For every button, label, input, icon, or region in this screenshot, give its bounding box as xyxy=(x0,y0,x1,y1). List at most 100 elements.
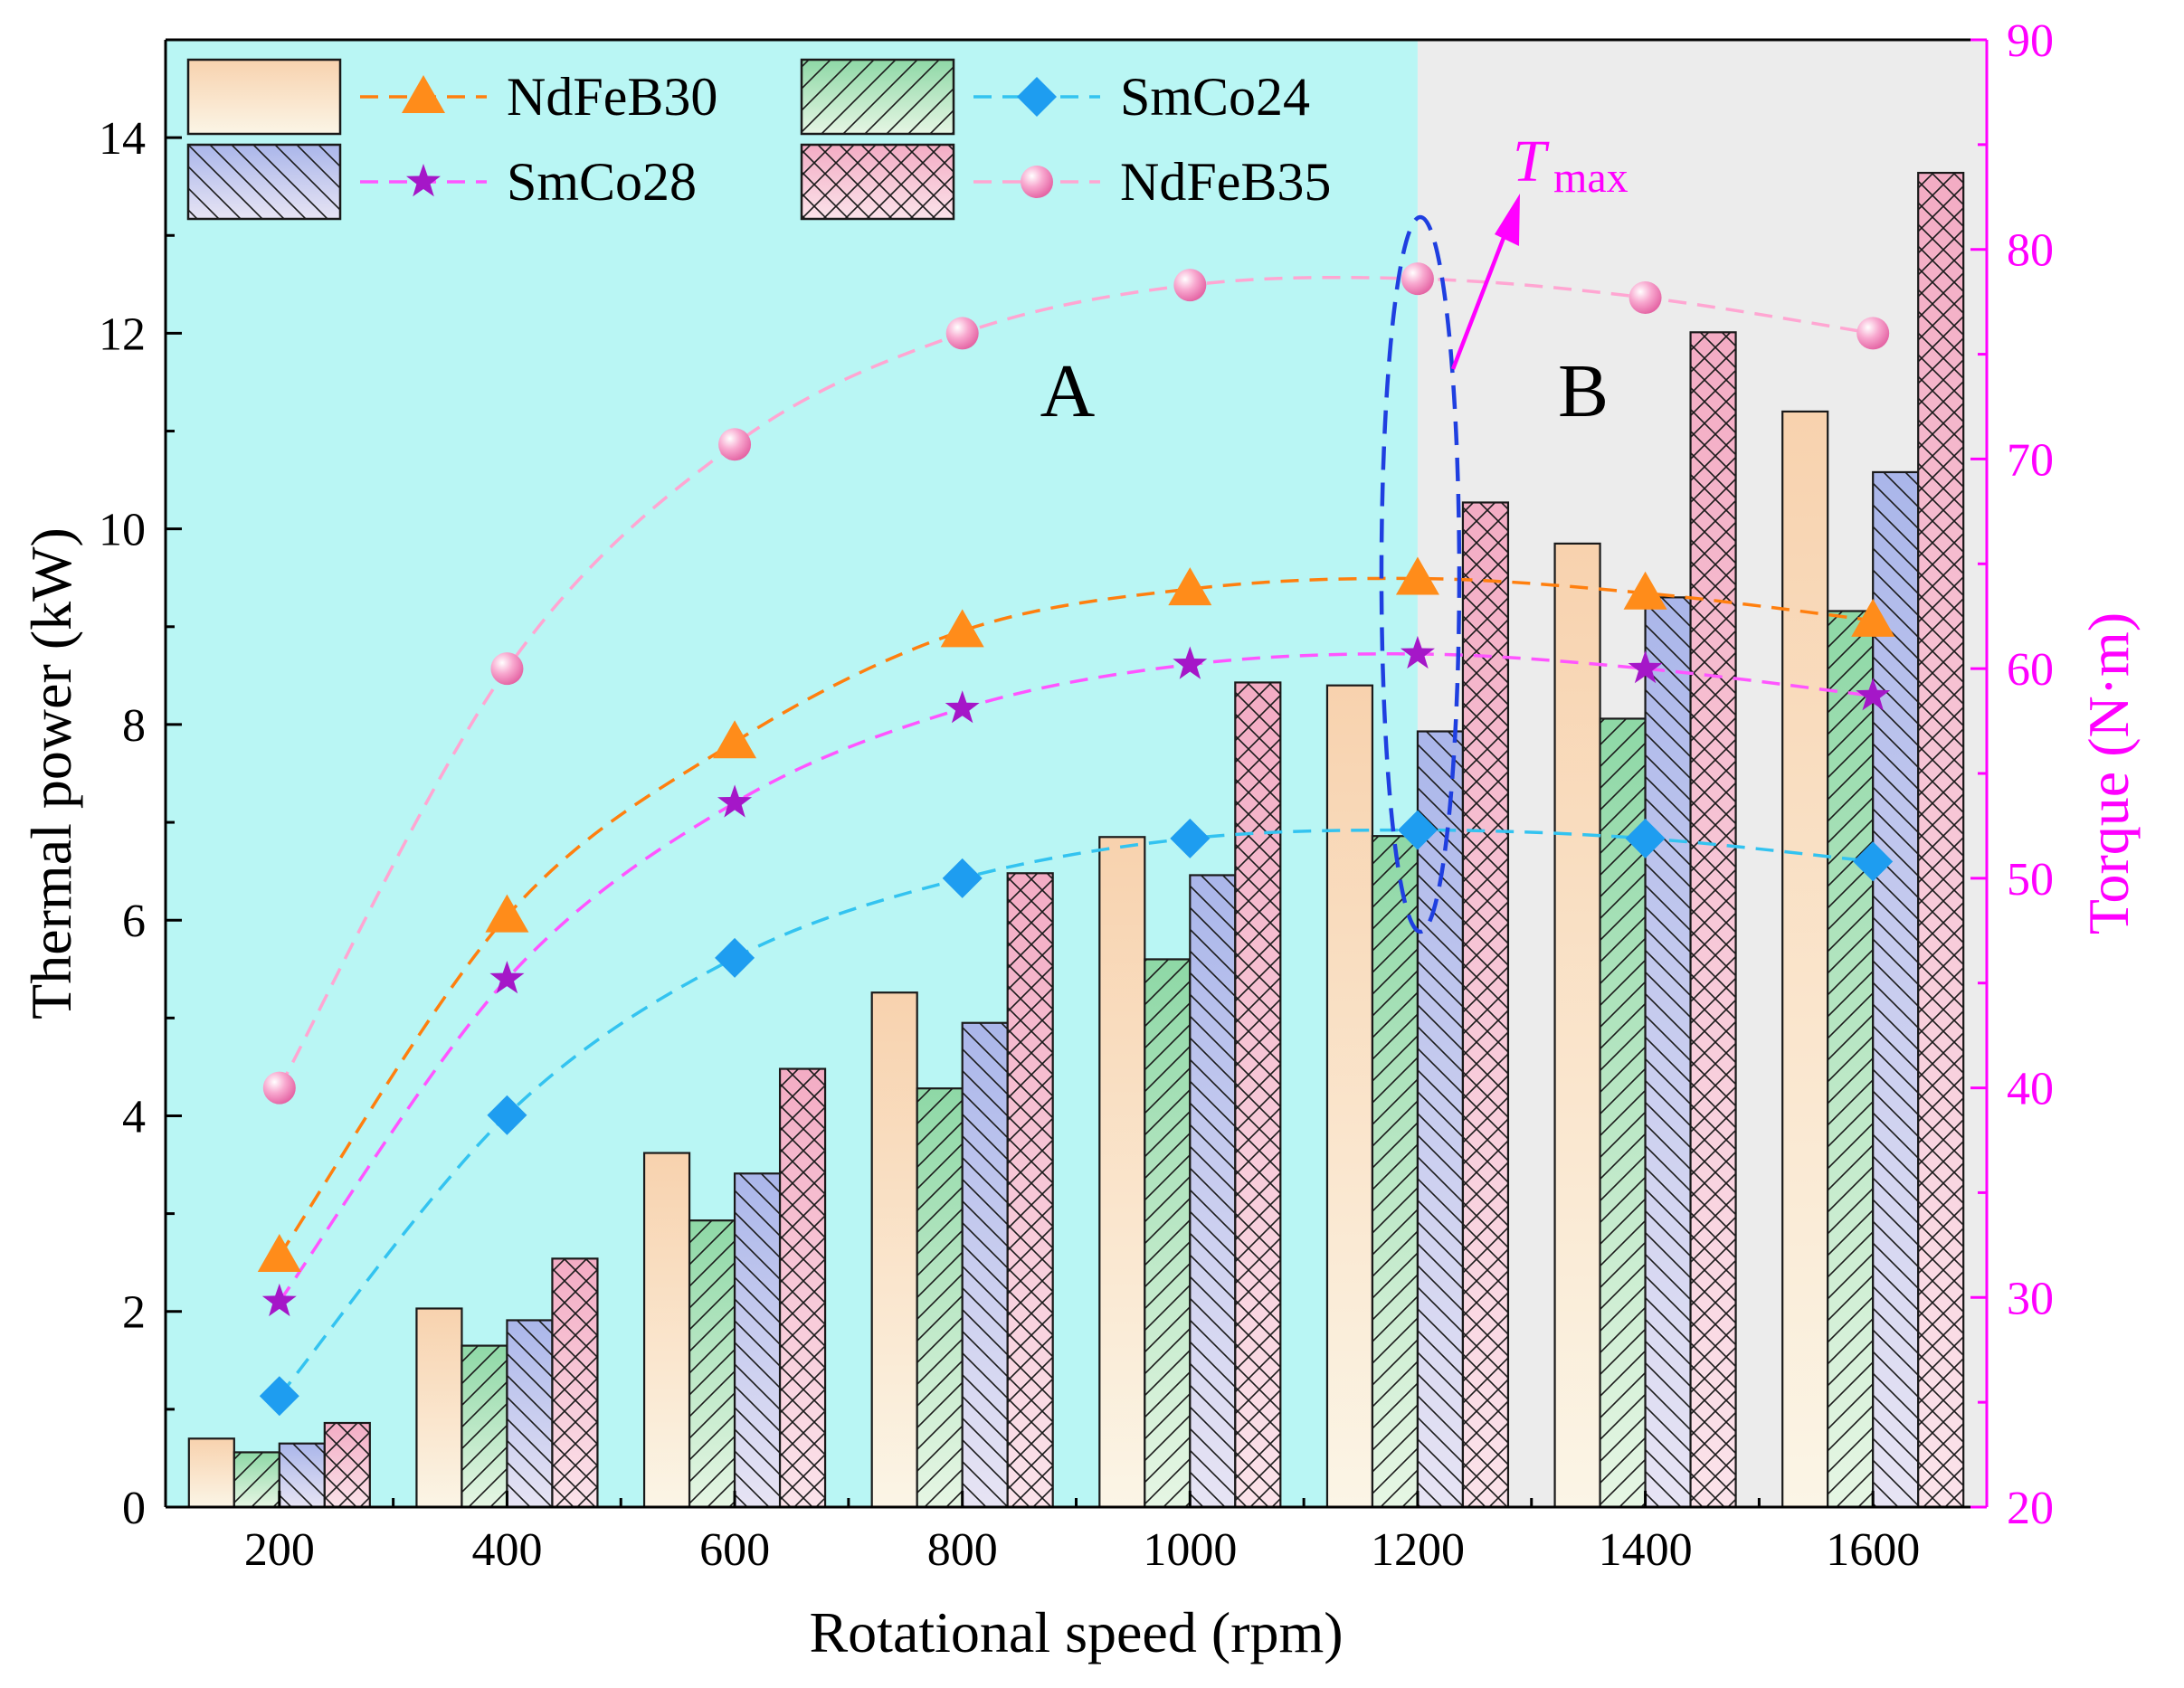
bar-NdFeB30-400 xyxy=(415,1307,463,1509)
marker-SmCo24-1000 xyxy=(1170,818,1211,858)
y2-tick-label: 30 xyxy=(2007,1273,2054,1324)
marker-NdFeB35-1200 xyxy=(1401,262,1434,296)
bar-NdFeB30-1400 xyxy=(1553,542,1601,1509)
bar-hatch xyxy=(233,1452,280,1507)
bar-NdFeB30-200 xyxy=(187,1437,235,1509)
bar-SmCo28-200 xyxy=(278,1442,326,1509)
y-tick-label: 4 xyxy=(122,1091,146,1143)
marker-series-group xyxy=(257,262,1895,1417)
marker-NdFeB30-200 xyxy=(257,1233,301,1272)
bar-SmCo28-1400 xyxy=(1644,596,1692,1509)
tmax-label: T xyxy=(1513,128,1550,194)
bar-NdFeB35-1400 xyxy=(1689,331,1737,1509)
marker-NdFeB35-1000 xyxy=(1173,269,1207,302)
marker-SmCo24-400 xyxy=(487,1095,527,1135)
y-tick-label: 14 xyxy=(99,113,146,165)
legend-label: SmCo24 xyxy=(1120,67,1310,127)
marker-NdFeB35-600 xyxy=(718,428,752,461)
bar-fill xyxy=(416,1308,462,1507)
bar-NdFeB35-800 xyxy=(1006,872,1054,1509)
bar-NdFeB30-1000 xyxy=(1098,836,1146,1509)
bar-NdFeB30-1600 xyxy=(1781,410,1829,1509)
bar-hatch xyxy=(1690,332,1736,1508)
bar-NdFeB35-1200 xyxy=(1461,501,1510,1509)
legend-swatch-outline xyxy=(800,143,955,221)
legend-group: NdFeB30 SmCo24 SmCo28 NdFeB35 xyxy=(186,58,1331,221)
x-tick-label: 1000 xyxy=(1143,1524,1237,1576)
legend-swatch-outline xyxy=(186,143,342,221)
region-B-label: B xyxy=(1558,349,1609,433)
marker-NdFeB30-1600 xyxy=(1851,598,1895,637)
legend-marker xyxy=(406,164,441,197)
bar-fill xyxy=(1554,543,1600,1507)
bar-SmCo28-1600 xyxy=(1872,470,1920,1509)
bar-hatch xyxy=(1007,873,1053,1507)
y2-axis-title: Torque (N·m) xyxy=(2076,612,2141,934)
legend-marker xyxy=(1021,166,1053,198)
bar-SmCo24-1200 xyxy=(1371,835,1420,1509)
legend-label: NdFeB30 xyxy=(507,67,717,127)
legend-item-NdFeB30: NdFeB30 xyxy=(186,58,717,136)
marker-NdFeB30-1400 xyxy=(1623,571,1667,610)
bar-SmCo28-800 xyxy=(961,1021,1009,1509)
legend-swatch-hatch xyxy=(802,60,954,134)
bar-fill xyxy=(1099,837,1145,1507)
bar-SmCo24-200 xyxy=(233,1451,280,1509)
tmax-arrow-line xyxy=(1450,230,1509,370)
bar-SmCo28-1000 xyxy=(1189,874,1237,1509)
legend-label: NdFeB35 xyxy=(1120,152,1331,212)
y-tick-label: 0 xyxy=(122,1483,146,1534)
line-NdFeB35 xyxy=(278,275,1874,1089)
bar-hatch xyxy=(1372,836,1418,1507)
y2-tick-label: 50 xyxy=(2007,854,2054,906)
y2-tick-label: 90 xyxy=(2007,15,2054,67)
bar-SmCo24-400 xyxy=(461,1344,508,1509)
bar-NdFeB30-1200 xyxy=(1325,684,1374,1509)
marker-SmCo28-1000 xyxy=(1173,646,1208,679)
bar-hatch xyxy=(1645,597,1691,1507)
marker-SmCo24-1400 xyxy=(1625,818,1666,858)
marker-NdFeB30-400 xyxy=(485,894,529,933)
marker-SmCo28-1200 xyxy=(1400,635,1435,669)
y2-tick-label: 20 xyxy=(2007,1483,2054,1534)
bar-hatch xyxy=(1828,611,1874,1507)
x-axis-title: Rotational speed (rpm) xyxy=(809,1600,1343,1664)
marker-NdFeB35-400 xyxy=(490,652,524,686)
bar-NdFeB35-600 xyxy=(778,1067,827,1509)
marker-NdFeB35-200 xyxy=(262,1071,296,1105)
line-SmCo28 xyxy=(278,652,1874,1303)
bar-hatch xyxy=(279,1443,325,1507)
marker-SmCo24-1200 xyxy=(1397,810,1438,850)
bar-NdFeB35-200 xyxy=(323,1421,371,1509)
tmax-subscript: max xyxy=(1553,154,1629,202)
bar-hatch xyxy=(552,1258,598,1507)
bar-NdFeB35-400 xyxy=(551,1257,599,1509)
bar-hatch xyxy=(1417,731,1463,1507)
legend-swatch-outline xyxy=(800,58,955,136)
axes-group: 0 2 4 6 8 10 12 14 20 30 40 50 60 70 80 90 200 400 600 800 1… xyxy=(19,15,2141,1664)
bar-fill xyxy=(188,1438,234,1507)
marker-NdFeB35-1600 xyxy=(1856,317,1890,350)
bar-hatch xyxy=(1190,875,1236,1507)
bar-hatch xyxy=(1918,173,1964,1508)
x-tick-label: 1400 xyxy=(1599,1524,1693,1576)
y-tick-label: 10 xyxy=(99,505,146,556)
marker-SmCo28-1400 xyxy=(1628,650,1663,684)
marker-NdFeB30-1200 xyxy=(1395,556,1439,595)
marker-SmCo28-800 xyxy=(945,690,980,724)
tmax-ellipse xyxy=(1379,214,1462,934)
y-tick-label: 2 xyxy=(122,1287,146,1339)
y-tick-label: 12 xyxy=(99,308,146,360)
marker-SmCo24-600 xyxy=(715,937,755,978)
legend-item-SmCo28: SmCo28 xyxy=(186,143,697,221)
bar-hatch xyxy=(1144,959,1191,1507)
marker-NdFeB30-1000 xyxy=(1168,567,1212,606)
region-A-label: A xyxy=(1040,349,1096,433)
marker-SmCo24-200 xyxy=(259,1376,299,1417)
legend-item-NdFeB35: NdFeB35 xyxy=(800,143,1331,221)
marker-SmCo28-400 xyxy=(489,961,525,994)
legend-marker xyxy=(402,75,445,113)
bar-hatch xyxy=(689,1220,736,1507)
